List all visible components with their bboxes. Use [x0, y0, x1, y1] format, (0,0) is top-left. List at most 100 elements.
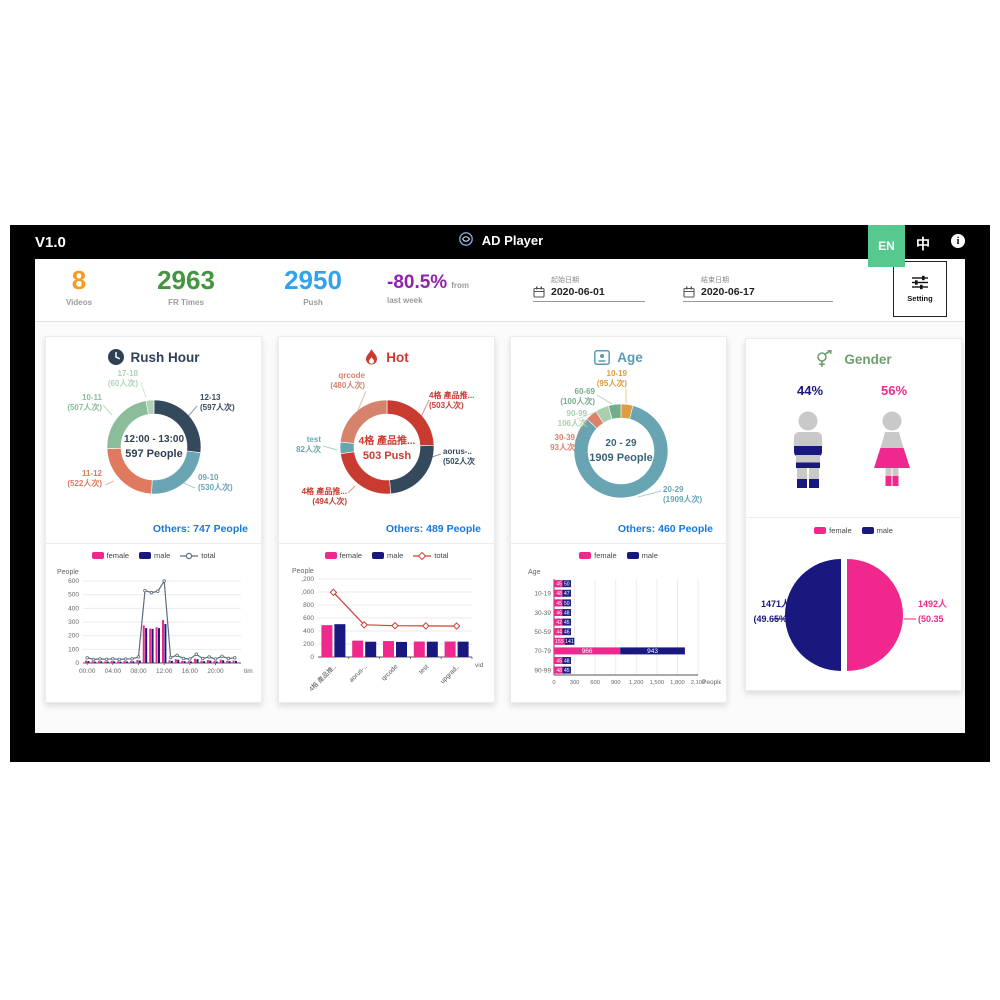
gender-card: Gender 44% 56% female male 1471人 (49.65%) 1…	[745, 338, 962, 691]
legend-item-female[interactable]: female	[579, 551, 617, 560]
svg-text:16:00: 16:00	[182, 668, 199, 675]
svg-text:141: 141	[565, 639, 574, 645]
donut-center-label: 20 - 29 1909 People	[589, 438, 653, 464]
setting-button[interactable]: Setting	[893, 261, 947, 317]
svg-text:qrcode: qrcode	[380, 663, 399, 682]
legend-item-male[interactable]: male	[861, 526, 893, 535]
rush-hour-donut: 12-13 (597人次) 09-10 (530人次) 11-12 (522人次) 10-1…	[46, 369, 261, 519]
female-figure	[874, 411, 910, 486]
divider	[511, 543, 726, 544]
donut-label: 11-12 (522人次)	[67, 469, 102, 488]
svg-text:People: People	[702, 679, 721, 686]
svg-text:200: 200	[68, 633, 79, 640]
svg-text:45: 45	[556, 582, 562, 588]
app-window: V1.0 AD Player EN 中 i 8 Videos 2963 FR	[10, 225, 990, 762]
gender-icon	[815, 350, 837, 368]
age-card: Age 10-19 (95人次) 20-29 (1909人次) 30-39 93人次 90-…	[510, 336, 727, 703]
svg-text:943: 943	[647, 648, 658, 655]
legend-item-total[interactable]: total	[180, 551, 215, 560]
svg-text:test: test	[418, 663, 430, 675]
svg-text:4格 產品推..: 4格 產品推..	[307, 662, 338, 693]
stat-push-label: Push	[303, 298, 323, 307]
svg-text:vid: vid	[475, 662, 484, 669]
svg-text:50-59: 50-59	[534, 629, 551, 636]
rush-hour-card: Rush Hour 12-13 (597人次) 09-10 (530人次) 11-12(…	[45, 336, 262, 703]
rush-hour-legend: female male total	[46, 549, 261, 562]
male-pie-label: 1471人 (49.65%)	[753, 599, 790, 624]
age-others: Others: 460 People	[617, 523, 713, 535]
svg-text:48: 48	[564, 658, 570, 664]
donut-age-svg	[573, 389, 669, 499]
gender-legend: female male	[746, 524, 961, 537]
svg-text:,000: ,000	[301, 589, 314, 596]
svg-text:10-19: 10-19	[534, 591, 551, 598]
svg-text:600: 600	[303, 615, 314, 622]
male-swatch	[139, 552, 152, 559]
donut-label: 30-39 93人次	[550, 433, 575, 452]
svg-text:155: 155	[555, 639, 564, 645]
svg-text:400: 400	[303, 628, 314, 635]
svg-text:50: 50	[564, 601, 570, 607]
hot-bar-chart: 0 200 400 600 800 ,000 ,200 People vid 4格 產品推.. ao…	[279, 565, 494, 701]
donut-label: 60-69 (100人次)	[560, 387, 595, 406]
logo-icon	[457, 231, 475, 249]
svg-text:600: 600	[68, 578, 79, 585]
legend-item-male[interactable]: male	[372, 551, 403, 560]
sliders-icon	[910, 275, 930, 290]
donut-rush-svg	[102, 381, 202, 495]
svg-text:46: 46	[564, 630, 570, 636]
female-swatch	[324, 552, 337, 559]
stat-push: 2950 Push	[263, 265, 363, 307]
info-icon[interactable]: i	[951, 234, 965, 248]
start-date-value[interactable]: 2020-06-01	[551, 286, 605, 298]
female-swatch	[579, 552, 592, 559]
rush-hour-header: Rush Hour	[46, 349, 261, 365]
svg-text:100: 100	[68, 646, 79, 653]
stat-videos-value: 8	[71, 265, 87, 295]
start-date-label: 起始日期	[551, 277, 579, 284]
legend-item-total[interactable]: total	[413, 551, 448, 560]
male-percentage: 44%	[796, 383, 824, 398]
svg-text:45: 45	[564, 620, 570, 626]
female-slice	[847, 559, 903, 671]
start-date-field[interactable]: 起始日期 2020-06-01	[533, 275, 645, 302]
donut-label: test 82人次	[296, 435, 321, 454]
legend-item-female[interactable]: female	[91, 551, 129, 560]
age-donut: 10-19 (95人次) 20-29 (1909人次) 30-39 93人次 90-99 10…	[511, 369, 726, 519]
legend-item-male[interactable]: male	[139, 551, 170, 560]
divider	[746, 517, 961, 518]
svg-text:0: 0	[310, 654, 314, 661]
svg-text:30-39: 30-39	[534, 610, 551, 617]
svg-text:200: 200	[303, 641, 314, 648]
donut-label: aorus-.. (502人次	[443, 447, 476, 466]
lang-en-button[interactable]: EN	[868, 225, 905, 267]
svg-text:1,500: 1,500	[650, 680, 665, 686]
svg-text:500: 500	[68, 592, 79, 599]
svg-text:aorus-..: aorus-..	[348, 663, 369, 684]
donut-label: 12-13 (597人次)	[200, 393, 235, 412]
stat-fr-times-label: FR Times	[168, 298, 204, 307]
svg-text:70-79: 70-79	[534, 648, 551, 655]
age-title: Age	[617, 349, 643, 365]
stat-change-label: last week	[387, 296, 423, 305]
svg-text:tim: tim	[244, 668, 253, 675]
svg-text:966: 966	[582, 648, 593, 655]
app-title: AD Player	[481, 232, 544, 248]
legend-item-female[interactable]: female	[814, 526, 852, 535]
stat-push-value: 2950	[284, 265, 342, 295]
lang-zh-button[interactable]: 中	[916, 236, 930, 252]
legend-item-female[interactable]: female	[324, 551, 362, 560]
svg-text:45: 45	[556, 601, 562, 607]
hot-others: Others: 489 People	[385, 523, 481, 535]
svg-text:46: 46	[556, 610, 562, 616]
stat-fr-times: 2963 FR Times	[131, 265, 241, 307]
female-swatch	[91, 552, 104, 559]
brand: AD Player	[10, 231, 990, 249]
donut-segment	[573, 405, 669, 499]
female-pie-label: 1492人 (50.35	[918, 599, 948, 624]
legend-item-male[interactable]: male	[626, 551, 658, 560]
end-date-value[interactable]: 2020-06-17	[701, 286, 755, 298]
donut-segment	[339, 399, 388, 444]
end-date-field[interactable]: 结束日期 2020-06-17	[683, 275, 833, 302]
